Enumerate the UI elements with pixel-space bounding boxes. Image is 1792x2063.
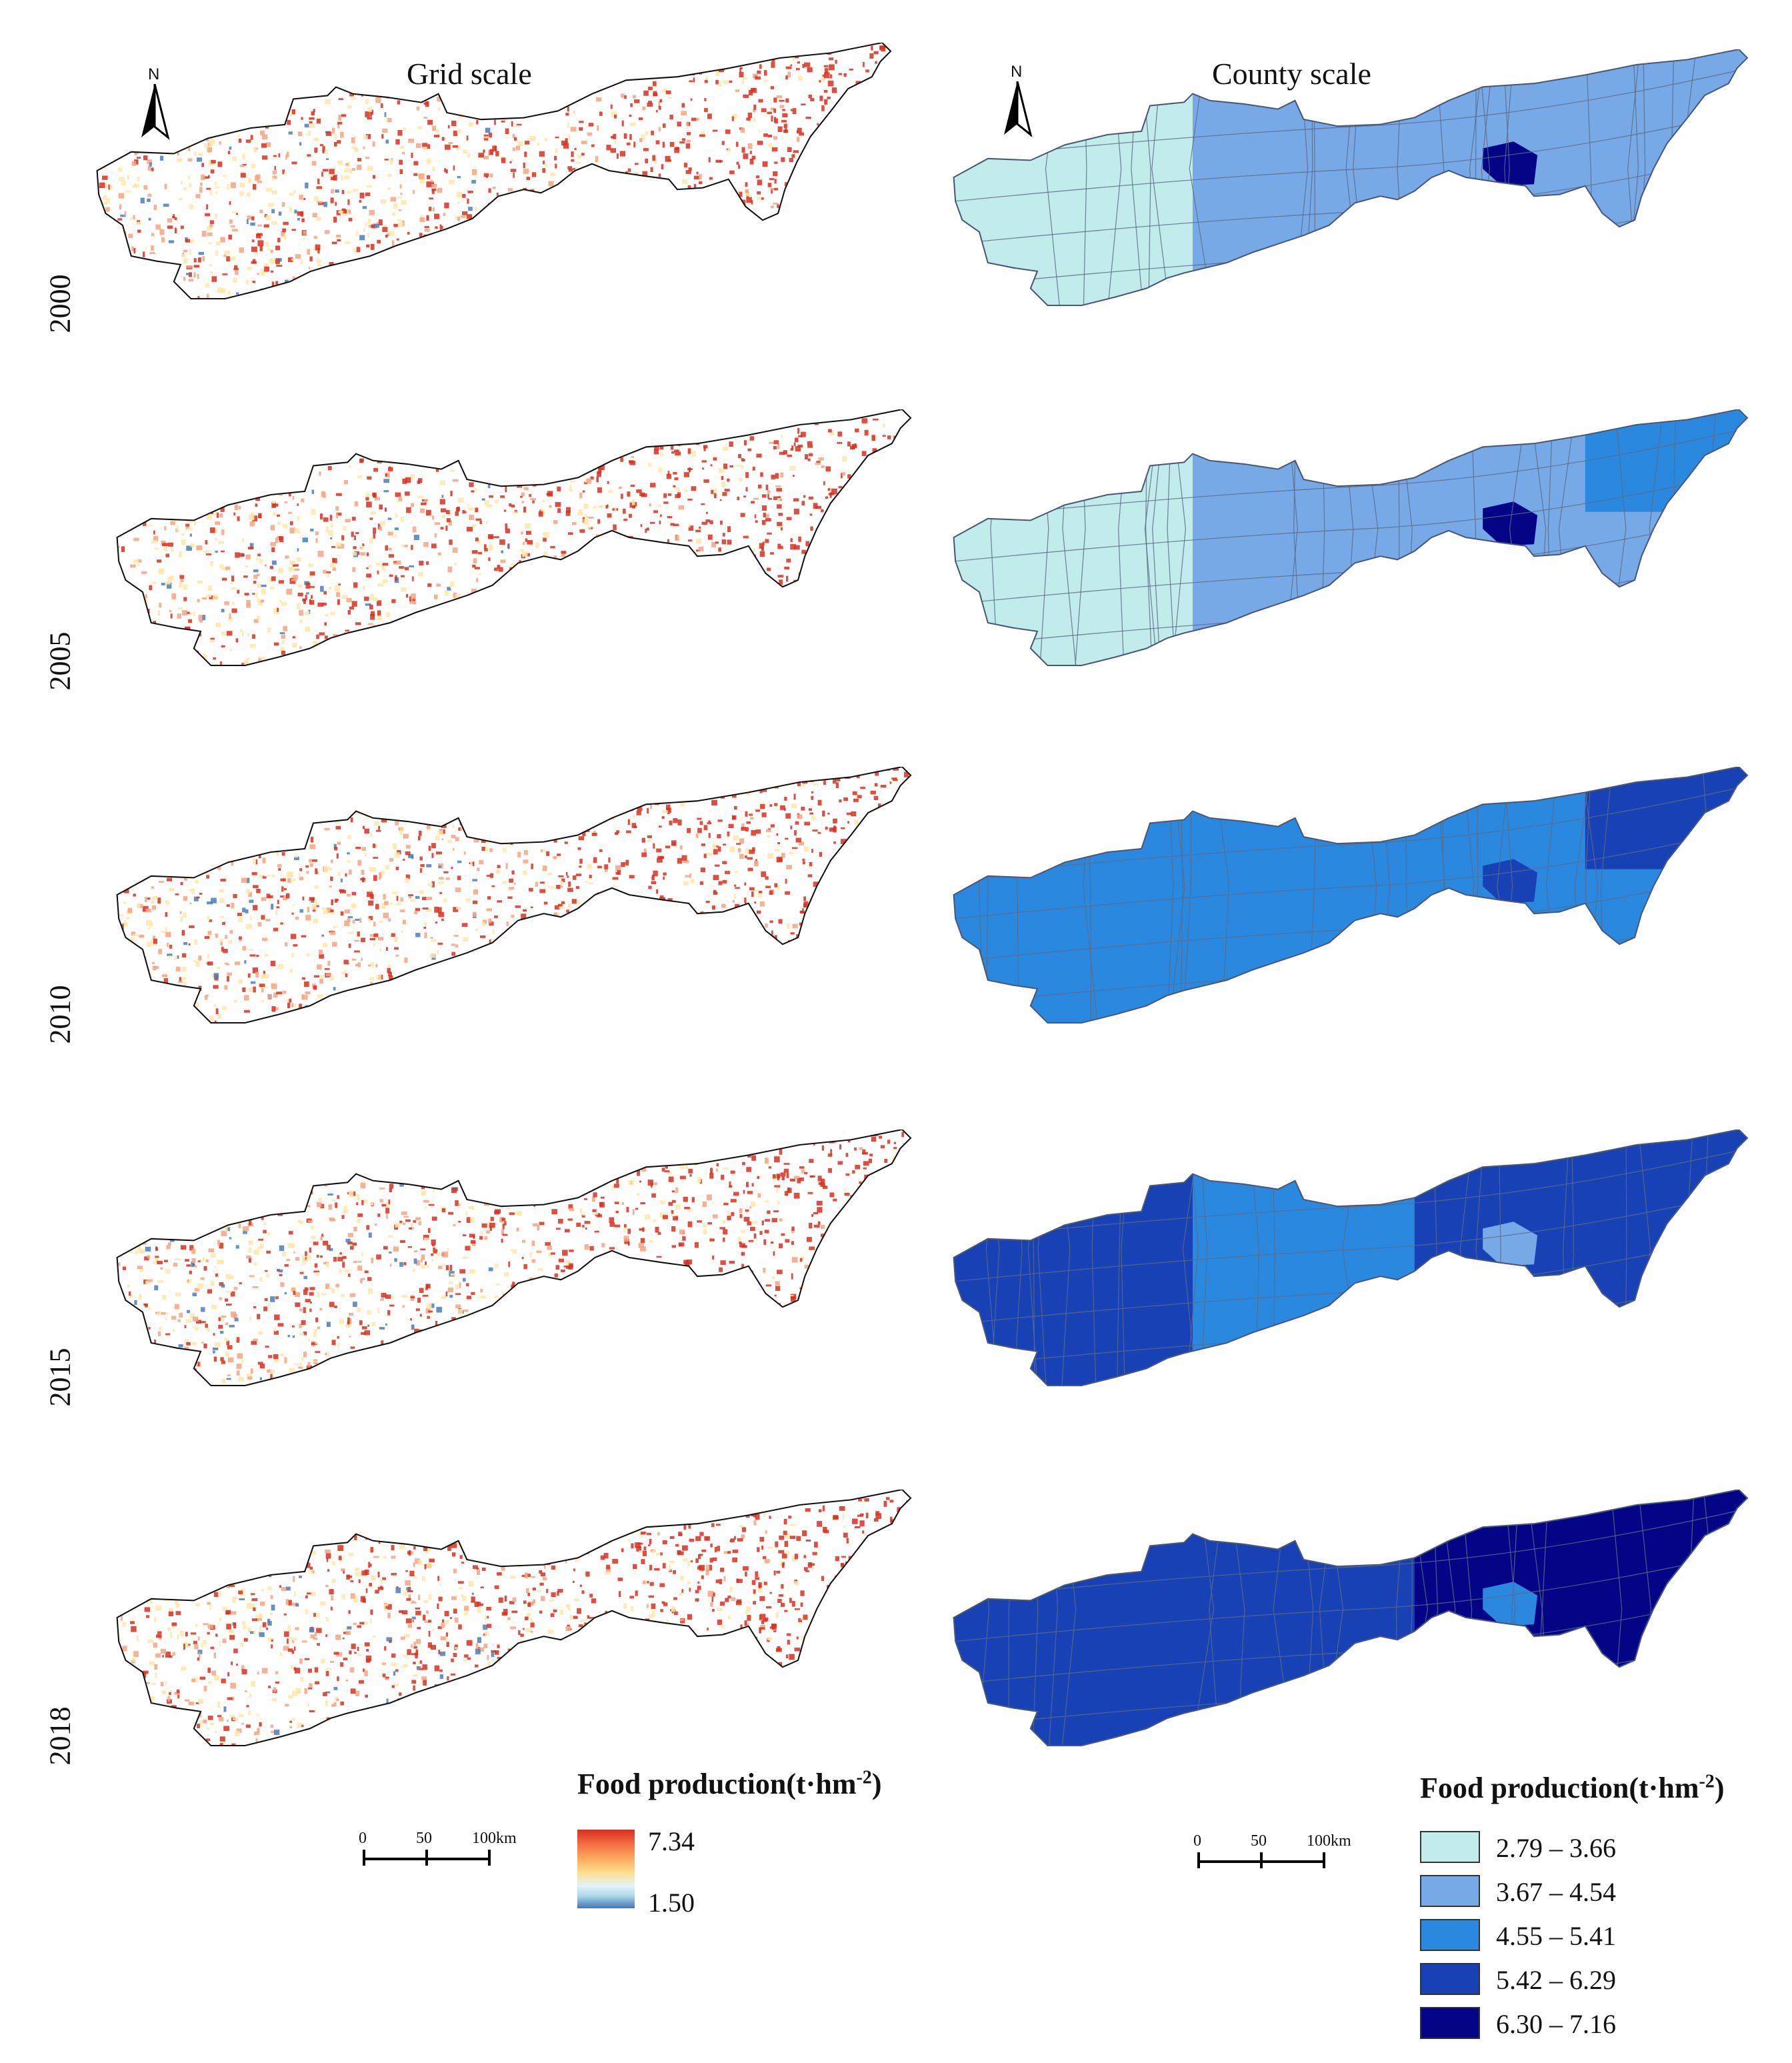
year-label-2015: 2015 bbox=[43, 1348, 77, 1407]
north-label: N bbox=[148, 65, 160, 83]
scale-label-50: 50 bbox=[1251, 1832, 1267, 1850]
scale-tick bbox=[1323, 1852, 1325, 1868]
scale-tick bbox=[1197, 1852, 1200, 1868]
grid-map-2005 bbox=[116, 409, 912, 667]
legend-swatch bbox=[1420, 1875, 1480, 1907]
scale-bar: 0 50 100km bbox=[1193, 1832, 1364, 1879]
grid-map-2010 bbox=[116, 767, 912, 1024]
county-scale-title: County scale bbox=[1212, 57, 1371, 91]
county-map-2015 bbox=[953, 1130, 1749, 1387]
legend-class-label: 2.79 – 3.66 bbox=[1496, 1833, 1616, 1863]
north-label: N bbox=[1011, 63, 1023, 81]
legend-class-label: 3.67 – 4.54 bbox=[1496, 1877, 1616, 1907]
legend-class-label: 4.55 – 5.41 bbox=[1496, 1921, 1616, 1951]
scale-label-0: 0 bbox=[359, 1830, 367, 1847]
grid-legend-max: 7.34 bbox=[648, 1826, 695, 1856]
legend-class-label: 5.42 – 6.29 bbox=[1496, 1965, 1616, 1995]
grid-legend-min: 1.50 bbox=[648, 1888, 695, 1918]
legend-swatch bbox=[1420, 2007, 1480, 2039]
grid-scale-title: Grid scale bbox=[407, 57, 532, 91]
year-label-2018: 2018 bbox=[43, 1706, 77, 1766]
year-label-2005: 2005 bbox=[43, 631, 77, 691]
grid-color-ramp bbox=[577, 1830, 635, 1908]
grid-map-2000 bbox=[96, 43, 892, 300]
scale-tick bbox=[1260, 1852, 1263, 1868]
year-label-2000: 2000 bbox=[43, 274, 77, 333]
scale-label-0: 0 bbox=[1193, 1832, 1201, 1850]
county-map-2010 bbox=[953, 767, 1749, 1024]
legend-swatch bbox=[1420, 1831, 1480, 1863]
year-label-2010: 2010 bbox=[43, 985, 77, 1044]
grid-map-2018 bbox=[116, 1490, 912, 1747]
scale-label-50: 50 bbox=[416, 1830, 432, 1847]
grid-legend-title: Food production(t·hm-2) bbox=[577, 1767, 882, 1800]
scale-tick bbox=[488, 1850, 491, 1866]
county-legend-class-2: 3.67 – 4.54 bbox=[1420, 1875, 1792, 1908]
north-arrow-icon: N bbox=[1001, 63, 1035, 143]
north-arrow-icon: N bbox=[139, 65, 172, 145]
scale-tick bbox=[363, 1850, 365, 1866]
legend-swatch bbox=[1420, 1919, 1480, 1951]
scale-tick bbox=[425, 1850, 428, 1866]
legend-swatch bbox=[1420, 1963, 1480, 1995]
legend-class-label: 6.30 – 7.16 bbox=[1496, 2009, 1616, 2039]
scale-label-100: 100km bbox=[472, 1830, 517, 1847]
grid-map-2015 bbox=[116, 1130, 912, 1387]
county-legend-title: Food production(t·hm-2) bbox=[1420, 1771, 1725, 1804]
scale-label-100: 100km bbox=[1307, 1832, 1351, 1850]
county-map-2018 bbox=[953, 1490, 1749, 1747]
county-map-2000 bbox=[953, 49, 1749, 307]
county-legend-class-1: 2.79 – 3.66 bbox=[1420, 1831, 1792, 1864]
county-legend-class-4: 5.42 – 6.29 bbox=[1420, 1963, 1792, 1996]
county-legend-class-5: 6.30 – 7.16 bbox=[1420, 2007, 1792, 2040]
scale-bar: 0 50 100km bbox=[359, 1830, 529, 1876]
county-legend-class-3: 4.55 – 5.41 bbox=[1420, 1919, 1792, 1952]
county-map-2005 bbox=[953, 409, 1749, 667]
